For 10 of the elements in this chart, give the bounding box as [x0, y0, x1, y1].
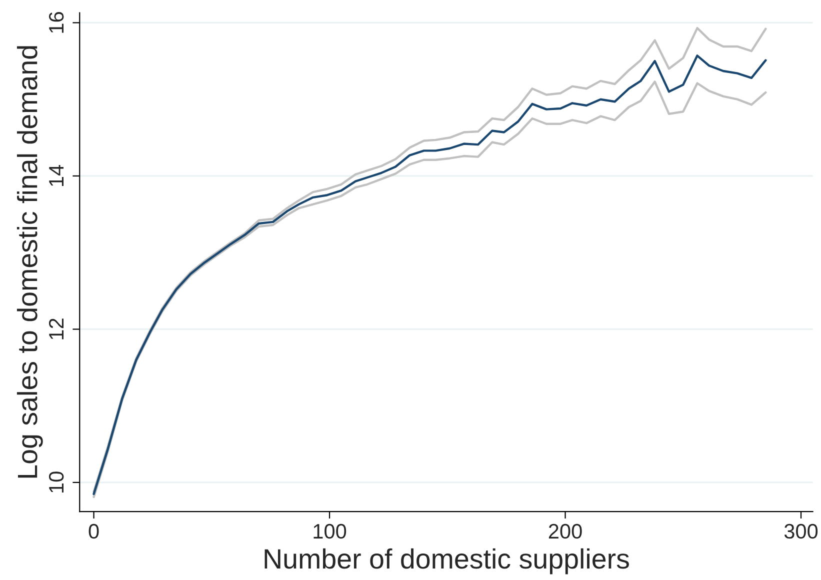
x-tick-label: 200	[548, 524, 582, 539]
x-tick-label: 0	[88, 524, 99, 539]
y-axis-title: Log sales to domestic final demand	[16, 46, 43, 478]
y-tick-label: 16	[48, 12, 64, 33]
y-tick-label: 10	[48, 472, 64, 492]
y-tick-label: 12	[48, 318, 64, 340]
x-axis-title: Number of domestic suppliers	[264, 548, 629, 574]
x-tick-label: 100	[314, 524, 346, 539]
x-tick-label: 300	[784, 524, 818, 539]
y-tick-label: 14	[49, 164, 64, 186]
